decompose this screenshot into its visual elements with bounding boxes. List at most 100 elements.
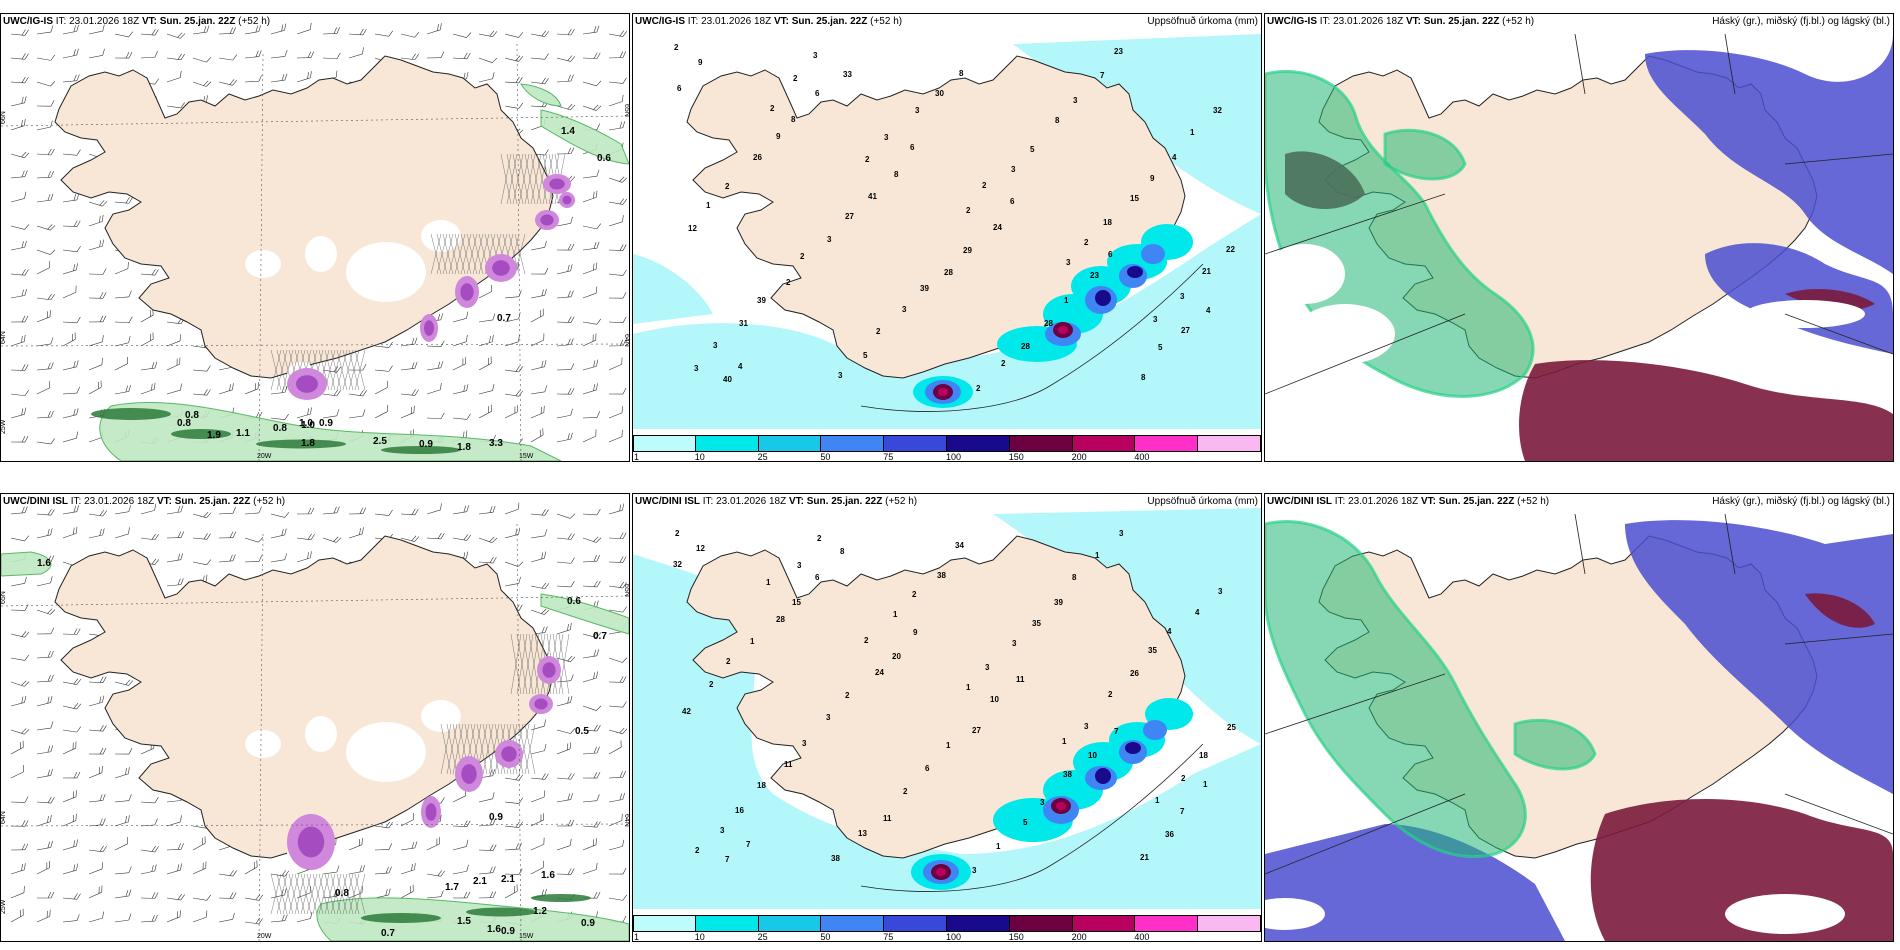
valid-time: Sun. 25.jan. 22Z: [159, 16, 236, 27]
precip-value-label: 8: [840, 547, 845, 556]
precip-value-label: 4: [738, 362, 743, 371]
precip-value-label: 8: [1055, 116, 1060, 125]
precip-value-label: 2: [976, 384, 981, 393]
init-time: 23.01.2026 18Z: [716, 496, 787, 507]
precip-value-label: 2: [695, 846, 700, 855]
cloud-map: [1265, 33, 1893, 461]
colorbar-tick: 100: [946, 452, 962, 462]
precip-value-label: 8: [1072, 573, 1077, 582]
precip-value-label: 28: [1044, 319, 1053, 328]
colorbar-swatch: [633, 915, 696, 932]
colorbar-swatch: [1135, 915, 1199, 932]
precip-value-label: 2: [966, 206, 971, 215]
wind-gust-label: 1.9: [207, 430, 221, 441]
precip-value-label: 35: [1148, 646, 1157, 655]
wind-gust-label: 0.8: [185, 410, 199, 421]
precip-panel-bottom: UWC/DINI ISL IT: 23.01.2026 18Z VT: Sun.…: [632, 493, 1262, 942]
precip-value-label: 3: [915, 106, 920, 115]
precip-value-label: 3: [902, 305, 907, 314]
precip-value-label: 8: [959, 69, 964, 78]
wind-labels: 1.40.60.80.81.11.01.91.8 2.5 0.9 1.8 3.30.70…: [177, 126, 611, 453]
precip-value-label: 1: [766, 578, 771, 587]
precip-value-label: 38: [937, 571, 946, 580]
precip-value-label: 2: [1181, 774, 1186, 783]
wind-gust-label: 0.9: [501, 926, 515, 937]
precip-value-label: 21: [1140, 853, 1149, 862]
precip-labels: 2222333232233333182131330515223958891222…: [674, 43, 1235, 393]
wind-gust-label: 0.9: [419, 439, 433, 450]
valid-time: Sun. 25.jan. 22Z: [1423, 16, 1500, 27]
precip-value-label: 3: [985, 663, 990, 672]
axis-label: 20W: [257, 453, 272, 460]
precip-value-label: 6: [815, 573, 820, 582]
precip-value-label: 6: [925, 764, 930, 773]
colorbar-tick: 50: [820, 932, 831, 942]
precip-value-label: 1: [1064, 296, 1069, 305]
lead-time: (+52 h): [885, 496, 918, 507]
precip-value-label: 2: [865, 155, 870, 164]
precip-value-label: 12: [696, 544, 705, 553]
precip-value-label: 26: [753, 153, 762, 162]
colorbar-swatch: [821, 435, 885, 452]
precip-value-label: 6: [677, 84, 682, 93]
wind-gust-label: 0.9: [489, 812, 503, 823]
wind-gust-label: 1.8: [457, 442, 471, 453]
axis-label: 66N: [1, 111, 7, 124]
precip-value-label: 8: [791, 115, 796, 124]
init-time: 23.01.2026 18Z: [1348, 496, 1419, 507]
panel-title: Uppsöfnuð úrkoma (mm): [1147, 496, 1258, 507]
precip-value-label: 1: [893, 610, 898, 619]
iceland-landmass: [54, 55, 554, 379]
precip-value-label: 16: [735, 806, 744, 815]
wind-gust-label: 1.7: [445, 882, 459, 893]
precip-value-label: 1: [706, 201, 711, 210]
colorbar-tick: 25: [757, 932, 768, 942]
valid-time: Sun. 25.jan. 22Z: [791, 16, 868, 27]
precip-value-label: 40: [723, 375, 732, 384]
precip-value-label: 2: [864, 636, 869, 645]
wind-panel-top: UWC/IG-IS IT: 23.01.2026 18Z VT: Sun. 25…: [0, 13, 630, 462]
colorbar-tick: 100: [946, 932, 962, 942]
precip-value-label: 24: [993, 223, 1002, 232]
precip-value-label: 7: [746, 840, 751, 849]
precip-value-label: 2: [709, 680, 714, 689]
precip-value-label: 2: [1001, 359, 1006, 368]
precip-value-label: 28: [944, 268, 953, 277]
wind-gust-label: 0.9: [581, 918, 595, 929]
colorbar-frame: [633, 915, 1261, 932]
precip-value-label: 11: [883, 814, 892, 823]
precip-value-label: 26: [1130, 669, 1139, 678]
precip-value-label: 4: [1167, 627, 1172, 636]
precip-panel-top: UWC/IG-IS IT: 23.01.2026 18Z VT: Sun. 25…: [632, 13, 1262, 462]
cloud-map: [1265, 513, 1893, 941]
precip-value-label: 5: [1023, 818, 1028, 827]
cloud-panel-bottom: UWC/DINI ISL IT: 23.01.2026 18Z VT: Sun.…: [1264, 493, 1894, 942]
init-time: 23.01.2026 18Z: [1333, 16, 1404, 27]
precip-value-label: 1: [966, 683, 971, 692]
model-name: UWC/DINI ISL: [635, 496, 700, 507]
lead-time: (+52 h): [238, 16, 271, 27]
precip-value-label: 2: [800, 252, 805, 261]
wind-gust-label: 1.0: [299, 418, 313, 429]
wind-gust-label: 2.1: [501, 874, 515, 885]
precip-value-label: 5: [1030, 145, 1035, 154]
precip-value-label: 3: [1153, 315, 1158, 324]
precip-value-label: 39: [920, 284, 929, 293]
precip-value-label: 28: [1021, 342, 1030, 351]
init-time: 23.01.2026 18Z: [701, 16, 772, 27]
precip-value-label: 3: [1012, 639, 1017, 648]
precip-value-label: 5: [1158, 343, 1163, 352]
colorbar-swatch: [1009, 915, 1073, 932]
lead-time: (+52 h): [870, 16, 903, 27]
wind-panel-bottom: UWC/DINI ISL IT: 23.01.2026 18Z VT: Sun.…: [0, 493, 630, 942]
iceland-landmass: [54, 535, 554, 859]
colorbar-swatch: [695, 435, 759, 452]
precip-value-label: 2: [725, 182, 730, 191]
panel-header: UWC/IG-IS IT: 23.01.2026 18Z VT: Sun. 25…: [1267, 16, 1534, 27]
wind-gust-label: 0.8: [177, 418, 191, 429]
precip-value-label: 42: [682, 707, 691, 716]
it-label: IT:: [70, 496, 82, 507]
precip-value-label: 3: [813, 51, 818, 60]
panel-header: UWC/DINI ISL IT: 23.01.2026 18Z VT: Sun.…: [3, 496, 285, 507]
model-name: UWC/DINI ISL: [3, 496, 68, 507]
